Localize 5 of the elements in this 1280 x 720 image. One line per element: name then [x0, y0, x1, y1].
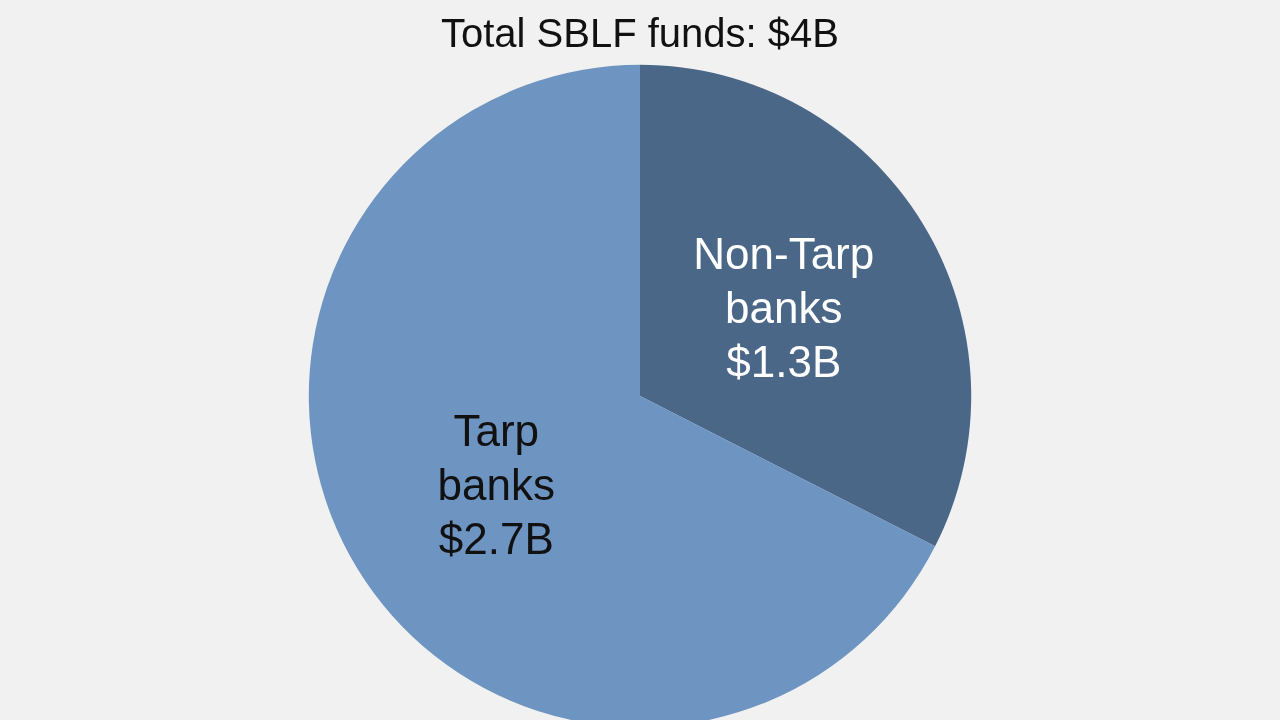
- data-label: $1.3B: [726, 337, 842, 387]
- chart-title: Total SBLF funds: $4B: [440, 11, 840, 55]
- slice-label: Non-Tarp banks: [693, 229, 875, 333]
- slice-label: Tarp banks: [437, 405, 555, 509]
- data-label: $2.7B: [438, 513, 554, 563]
